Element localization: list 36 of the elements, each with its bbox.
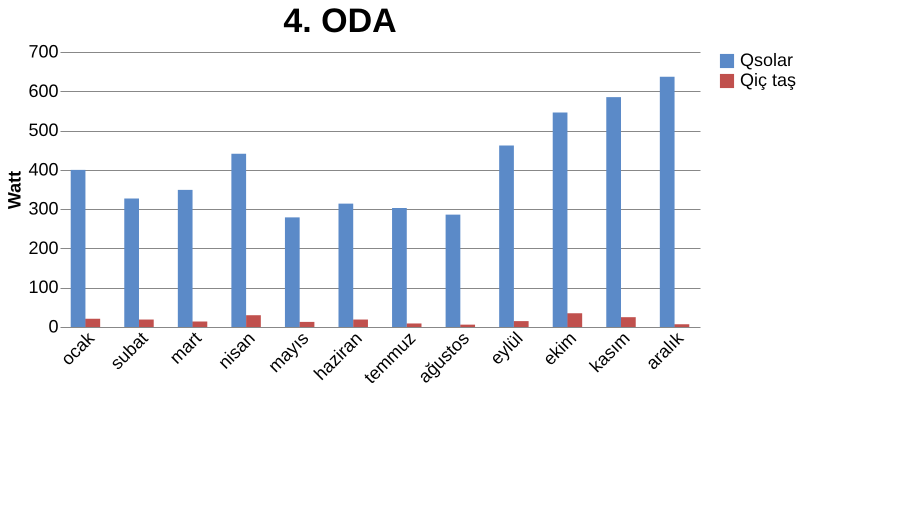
y-tick-label: 200 (28, 238, 58, 258)
bar (124, 198, 139, 327)
legend-label: Qiç taş (740, 70, 796, 90)
legend-label: Qsolar (740, 50, 794, 70)
y-axis-title: Watt (4, 170, 24, 210)
bar (246, 315, 261, 327)
bar (406, 323, 422, 327)
bar (446, 214, 460, 327)
bar (338, 204, 354, 327)
y-tick-label: 600 (28, 80, 58, 101)
bar (192, 322, 208, 327)
y-tick-label: 700 (28, 42, 58, 62)
chart-title: 4. ODA (283, 2, 397, 40)
y-tick-label: 300 (28, 198, 58, 219)
bar (85, 318, 100, 327)
bar (392, 208, 407, 327)
y-tick-label: 100 (28, 277, 58, 298)
x-tick-label: ekim (539, 328, 580, 370)
bar (284, 217, 300, 327)
y-tick-label: 0 (48, 316, 58, 336)
bar (674, 324, 690, 327)
y-tick-label: 500 (28, 120, 58, 140)
bar (178, 190, 193, 327)
bar (300, 322, 314, 327)
bar (621, 317, 636, 327)
bar (231, 154, 246, 327)
bar (660, 76, 675, 327)
bar (70, 170, 86, 327)
y-tick-label: 400 (28, 159, 58, 180)
bar (567, 313, 582, 327)
bar (353, 320, 368, 327)
bar (514, 321, 529, 327)
bar (552, 112, 568, 327)
bar (606, 97, 622, 327)
bar (138, 320, 154, 327)
bar (499, 146, 514, 327)
